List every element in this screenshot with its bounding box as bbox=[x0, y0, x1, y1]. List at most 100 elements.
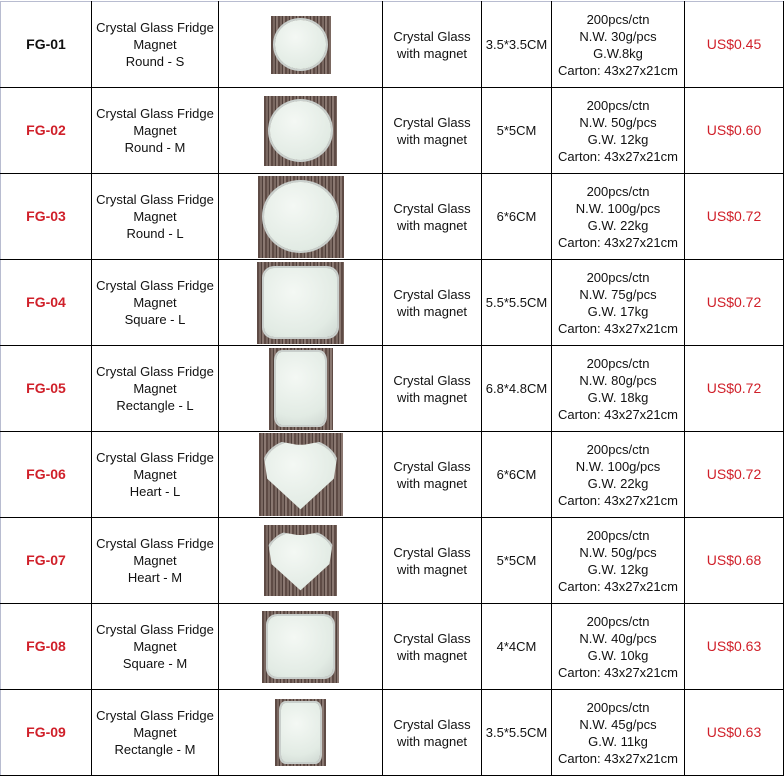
packing-line: Carton: 43x27x21cm bbox=[558, 406, 678, 422]
packing: 200pcs/ctn N.W. 40g/pcs G.W. 10kg Carton: 4… bbox=[551, 603, 685, 690]
packing: 200pcs/ctn N.W. 75g/pcs G.W. 17kg Carton: 4… bbox=[551, 259, 685, 346]
packing-line: 200pcs/ctn bbox=[586, 11, 650, 27]
product-name: Crystal Glass Fridge Magnet Rectangle - M bbox=[91, 689, 219, 776]
name-line: Crystal Glass Fridge bbox=[96, 622, 214, 637]
name-line: Round - M bbox=[124, 140, 186, 155]
price: US$0.45 bbox=[684, 1, 784, 88]
packing-line: 200pcs/ctn bbox=[586, 699, 650, 715]
magnet-shape bbox=[263, 268, 338, 337]
packing-line: G.W. 12kg bbox=[587, 131, 649, 147]
name-line: Magnet bbox=[133, 725, 177, 740]
name-line: Magnet bbox=[133, 553, 177, 568]
material: Crystal Glass with magnet bbox=[382, 87, 482, 174]
packing-line: Carton: 43x27x21cm bbox=[558, 750, 678, 766]
product-photo bbox=[258, 433, 343, 516]
material-line: with magnet bbox=[396, 217, 468, 233]
product-photo bbox=[262, 610, 339, 683]
packing-line: Carton: 43x27x21cm bbox=[558, 148, 678, 164]
product-image-cell bbox=[218, 345, 383, 432]
product-image-cell bbox=[218, 689, 383, 776]
name-line: Round - L bbox=[126, 226, 184, 241]
product-photo bbox=[264, 525, 337, 596]
product-image-cell bbox=[218, 431, 383, 518]
table-row: FG-08 Crystal Glass Fridge Magnet Square - … bbox=[0, 603, 784, 690]
material: Crystal Glass with magnet bbox=[382, 259, 482, 346]
size: 6.8*4.8CM bbox=[481, 345, 552, 432]
packing-line: G.W. 12kg bbox=[587, 561, 649, 577]
material-line: Crystal Glass bbox=[393, 286, 471, 302]
material-line: with magnet bbox=[396, 389, 468, 405]
product-name: Crystal Glass Fridge Magnet Round - L bbox=[91, 173, 219, 260]
product-code: FG-07 bbox=[0, 517, 92, 604]
product-code: FG-08 bbox=[0, 603, 92, 690]
product-name: Crystal Glass Fridge Magnet Round - S bbox=[91, 1, 219, 88]
packing-line: 200pcs/ctn bbox=[586, 269, 650, 285]
product-code: FG-09 bbox=[0, 689, 92, 776]
price: US$0.72 bbox=[684, 431, 784, 518]
name-line: Crystal Glass Fridge bbox=[96, 450, 214, 465]
packing-line: Carton: 43x27x21cm bbox=[558, 492, 678, 508]
name-line: Crystal Glass Fridge bbox=[96, 536, 214, 551]
product-photo bbox=[264, 95, 337, 166]
packing-line: Carton: 43x27x21cm bbox=[558, 320, 678, 336]
product-photo bbox=[275, 699, 326, 766]
product-name: Crystal Glass Fridge Magnet Heart - L bbox=[91, 431, 219, 518]
name-line: Magnet bbox=[133, 467, 177, 482]
product-photo bbox=[270, 15, 331, 74]
name-line: Crystal Glass Fridge bbox=[96, 278, 214, 293]
packing-line: 200pcs/ctn bbox=[586, 97, 650, 113]
material: Crystal Glass with magnet bbox=[382, 517, 482, 604]
product-code: FG-02 bbox=[0, 87, 92, 174]
material-line: Crystal Glass bbox=[393, 544, 471, 560]
packing-line: N.W. 45g/pcs bbox=[579, 716, 657, 732]
name-line: Magnet bbox=[133, 639, 177, 654]
name-line: Magnet bbox=[133, 295, 177, 310]
name-line: Crystal Glass Fridge bbox=[96, 364, 214, 379]
name-line: Square - L bbox=[124, 312, 186, 327]
material-line: Crystal Glass bbox=[393, 114, 471, 130]
table-row: FG-01 Crystal Glass Fridge Magnet Round - S… bbox=[0, 1, 784, 88]
product-name: Crystal Glass Fridge Magnet Square - M bbox=[91, 603, 219, 690]
price: US$0.63 bbox=[684, 603, 784, 690]
table-row: FG-02 Crystal Glass Fridge Magnet Round - M… bbox=[0, 87, 784, 174]
name-line: Magnet bbox=[133, 37, 177, 52]
packing-line: G.W. 11kg bbox=[588, 733, 648, 749]
name-line: Heart - L bbox=[129, 484, 181, 499]
magnet-shape bbox=[276, 352, 325, 425]
price: US$0.72 bbox=[684, 259, 784, 346]
product-code: FG-06 bbox=[0, 431, 92, 518]
price: US$0.72 bbox=[684, 173, 784, 260]
name-line: Magnet bbox=[133, 123, 177, 138]
product-code: FG-01 bbox=[0, 1, 92, 88]
packing-line: G.W. 22kg bbox=[587, 475, 649, 491]
material-line: Crystal Glass bbox=[393, 28, 471, 44]
material: Crystal Glass with magnet bbox=[382, 173, 482, 260]
product-image-cell bbox=[218, 259, 383, 346]
packing-line: Carton: 43x27x21cm bbox=[558, 664, 678, 680]
packing-line: G.W. 17kg bbox=[587, 303, 649, 319]
material-line: Crystal Glass bbox=[393, 716, 471, 732]
packing: 200pcs/ctn N.W. 45g/pcs G.W. 11kg Carton: 4… bbox=[551, 689, 685, 776]
name-line: Crystal Glass Fridge bbox=[96, 106, 214, 121]
product-name: Crystal Glass Fridge Magnet Heart - M bbox=[91, 517, 219, 604]
magnet-shape bbox=[281, 703, 320, 762]
packing: 200pcs/ctn N.W. 100g/pcs G.W. 22kg Carton: … bbox=[551, 431, 685, 518]
packing-line: G.W. 18kg bbox=[587, 389, 649, 405]
material-line: with magnet bbox=[396, 733, 468, 749]
material: Crystal Glass with magnet bbox=[382, 345, 482, 432]
material: Crystal Glass with magnet bbox=[382, 603, 482, 690]
product-image-cell bbox=[218, 173, 383, 260]
name-line: Rectangle - M bbox=[114, 742, 196, 757]
magnet-shape bbox=[264, 182, 337, 251]
name-line: Rectangle - L bbox=[116, 398, 194, 413]
packing-line: N.W. 100g/pcs bbox=[575, 200, 661, 216]
product-name: Crystal Glass Fridge Magnet Round - M bbox=[91, 87, 219, 174]
packing-line: 200pcs/ctn bbox=[586, 183, 650, 199]
packing-line: 200pcs/ctn bbox=[586, 613, 650, 629]
product-photo bbox=[257, 261, 344, 344]
material-line: with magnet bbox=[396, 303, 468, 319]
packing-line: 200pcs/ctn bbox=[586, 441, 650, 457]
product-image-cell bbox=[218, 87, 383, 174]
packing: 200pcs/ctn N.W. 50g/pcs G.W. 12kg Carton: 4… bbox=[551, 87, 685, 174]
product-image-cell bbox=[218, 517, 383, 604]
